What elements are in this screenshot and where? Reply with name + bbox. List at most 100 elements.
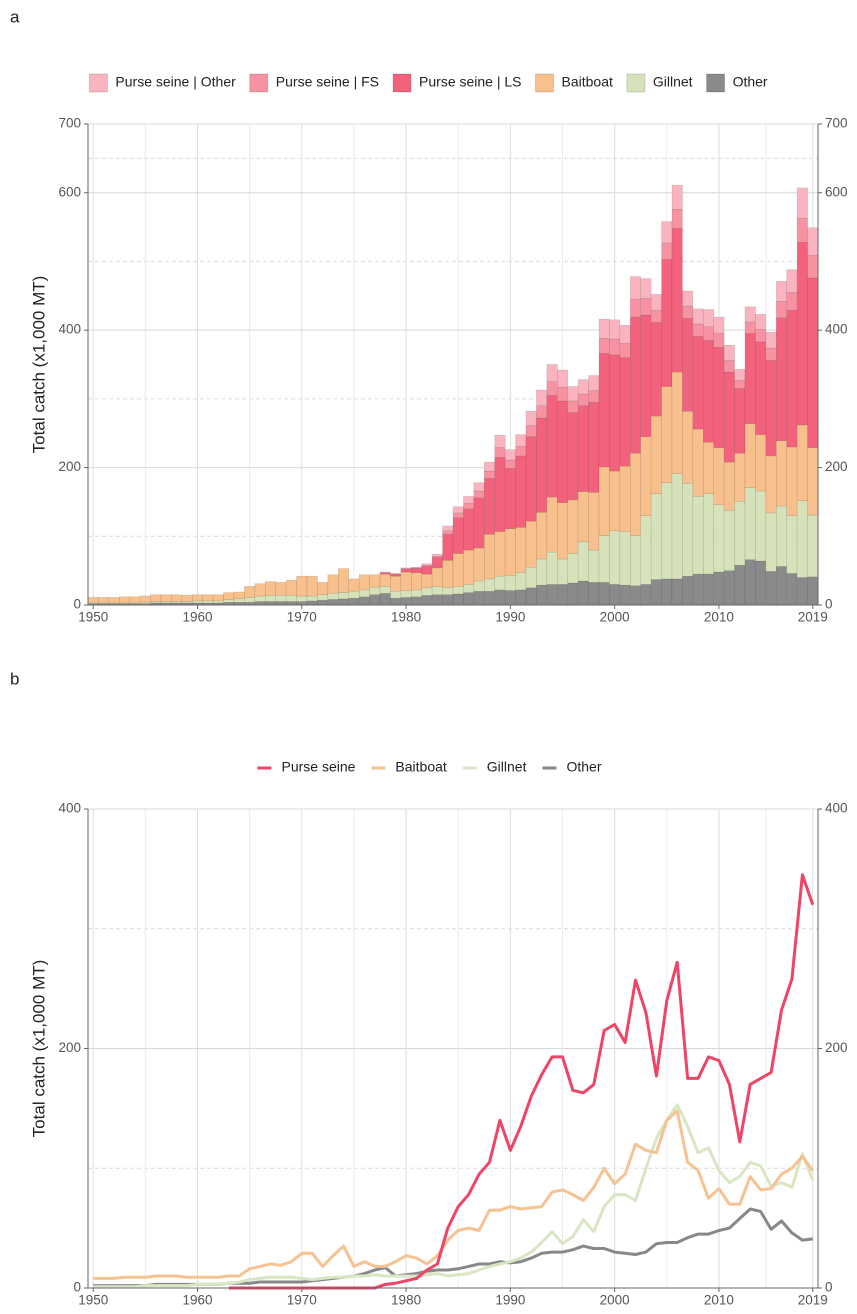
bar-segment (703, 441, 714, 494)
bar-segment (484, 461, 495, 472)
legend-item: Other (542, 759, 602, 775)
bar-segment (734, 380, 746, 389)
bar-segment (567, 412, 579, 501)
bar-segment (119, 596, 130, 604)
bar-segment (692, 323, 704, 337)
y-tick-label: 200 (58, 459, 81, 474)
bar-segment (619, 465, 631, 532)
y-tick-label-right: 200 (825, 1040, 848, 1055)
bar-segment (703, 326, 714, 341)
bar-segment (369, 574, 381, 588)
bar-segment (776, 505, 787, 567)
bar-segment (452, 506, 464, 514)
legend-item: Gillnet (462, 759, 527, 775)
bar-segment (442, 530, 454, 535)
legend-item: Purse seine | LS (392, 73, 522, 93)
panel-label: a (10, 7, 20, 26)
bar-segment (390, 573, 402, 577)
legend-label: Purse seine | LS (419, 74, 521, 90)
bar-segment (411, 568, 422, 573)
bar-segment (411, 566, 422, 569)
bar-segment (744, 321, 756, 334)
bar-segment (640, 278, 652, 299)
y-tick-label-right: 400 (825, 322, 848, 337)
legend-label: Other (566, 759, 601, 775)
bar-segment (557, 584, 568, 606)
line (93, 1103, 815, 1289)
bar-segment (463, 496, 475, 504)
bar-segment (358, 589, 370, 598)
bar-segment (515, 446, 527, 457)
bar-segment (567, 553, 579, 584)
bar-segment (463, 584, 475, 593)
bar-segment (567, 582, 579, 606)
bar-segment (254, 601, 266, 606)
bar-segment (765, 331, 777, 349)
x-tick-label: 2010 (704, 610, 734, 625)
bar-segment (776, 566, 787, 606)
bar-segment (671, 184, 683, 210)
bar-segment (682, 290, 694, 307)
bar-segment (452, 553, 464, 587)
bar-segment (317, 594, 329, 601)
bar-segment (723, 360, 735, 373)
bar-segment (431, 586, 443, 595)
x-tick-label: 1970 (287, 610, 317, 625)
legend-item: Baitboat (535, 73, 613, 93)
bar-segment (296, 601, 308, 606)
legend-item: Other (706, 73, 768, 93)
y-tick-label: 700 (58, 116, 81, 131)
bar-segment (421, 566, 433, 575)
bar-segment (567, 400, 579, 413)
bar-segment (515, 455, 527, 528)
bar-segment (776, 440, 787, 507)
bar-segment (776, 281, 787, 302)
y-tick-label: 400 (58, 322, 81, 337)
bar-segment (317, 582, 329, 595)
bar-segment (400, 590, 412, 598)
bar-segment (150, 594, 162, 602)
legend-swatch (88, 73, 108, 93)
x-tick-label: 1970 (287, 1293, 317, 1308)
bar-segment (723, 345, 735, 361)
bar-segment (671, 578, 683, 606)
y-tick-label: 200 (58, 1040, 81, 1055)
bar-segment (765, 360, 777, 457)
bar-segment (609, 338, 621, 356)
y-axis-label: Total catch (x1,000 MT) (29, 960, 48, 1138)
bar-segment (734, 369, 746, 381)
bar-segment (661, 386, 673, 483)
bar-segment (765, 512, 777, 572)
bar-segment (692, 428, 704, 497)
bar-segment (484, 470, 495, 479)
bar-segment (546, 381, 558, 396)
legend-label: Gillnet (653, 74, 693, 90)
bar-segment (306, 600, 318, 606)
bar-segment (807, 447, 819, 516)
bar-segment (630, 316, 641, 454)
x-tick-label: 1950 (78, 1293, 108, 1308)
bar-segment (285, 595, 297, 602)
bar-segment (369, 586, 381, 595)
bar-segment (348, 597, 360, 606)
bar-segment (682, 575, 694, 606)
bar-segment (452, 593, 464, 606)
bar-segment (661, 242, 673, 260)
bar-segment (755, 314, 767, 330)
bar-segment (390, 575, 402, 592)
bar-segment (369, 594, 381, 606)
bar-segment (411, 596, 422, 606)
bar-segment (609, 470, 621, 532)
bar-segment (713, 347, 725, 448)
y-tick-label-right: 400 (825, 801, 848, 816)
bar-segment (796, 577, 808, 606)
bar-segment (442, 525, 454, 532)
bar-segment (786, 446, 798, 516)
bar-segment (504, 449, 516, 461)
bar-segment (713, 571, 725, 606)
legend-label: Gillnet (487, 759, 527, 775)
bar-segment (744, 423, 756, 488)
bar-segment (442, 560, 454, 589)
